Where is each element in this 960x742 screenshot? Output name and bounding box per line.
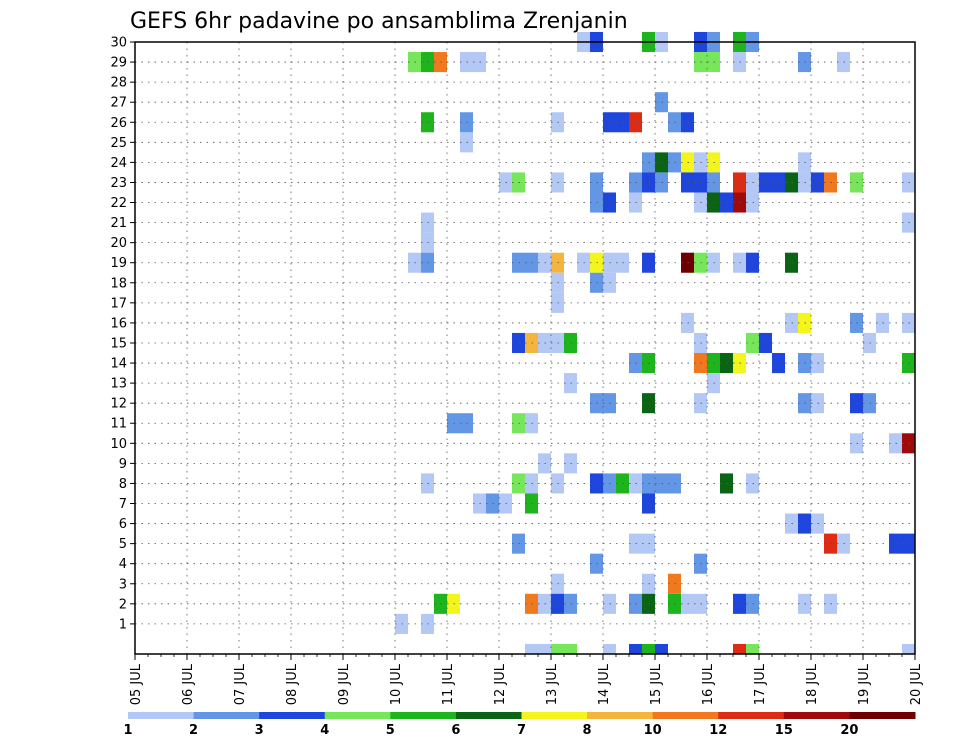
- heatmap-cell: [733, 643, 746, 654]
- y-tick-label: 21: [110, 216, 127, 231]
- colorbar-swatch: [783, 712, 850, 719]
- x-tick-label: 09 JUL: [337, 663, 352, 705]
- y-tick-label: 11: [110, 417, 127, 432]
- y-tick-label: 6: [119, 517, 127, 532]
- y-tick-label: 4: [119, 557, 127, 572]
- y-tick-label: 30: [110, 36, 127, 51]
- y-tick-label: 5: [119, 537, 127, 552]
- colorbar-label: 3: [255, 723, 264, 738]
- x-tick-label: 16 JUL: [701, 663, 716, 705]
- colorbar-label: 12: [709, 723, 727, 738]
- heatmap-cell: [525, 643, 538, 654]
- y-tick-label: 3: [119, 577, 127, 592]
- colorbar-swatch: [652, 712, 719, 719]
- y-tick-label: 10: [110, 437, 127, 452]
- y-tick-label: 24: [110, 156, 127, 171]
- x-tick-label: 15 JUL: [649, 663, 664, 705]
- colorbar-label: 10: [644, 723, 662, 738]
- y-tick-label: 7: [119, 497, 127, 512]
- y-tick-label: 16: [110, 316, 127, 331]
- heatmap-cell: [655, 643, 668, 654]
- x-tick-label: 12 JUL: [493, 663, 508, 705]
- heatmap-cell: [642, 643, 655, 654]
- colorbar-swatch: [521, 712, 588, 719]
- heatmap-cell: [538, 643, 551, 654]
- colorbar-label: 15: [775, 723, 793, 738]
- colorbar-label: 5: [386, 723, 395, 738]
- colorbar-label: 6: [451, 723, 460, 738]
- y-tick-label: 29: [110, 56, 127, 71]
- y-tick-label: 19: [110, 256, 127, 271]
- x-tick-label: 07 JUL: [233, 663, 248, 705]
- colorbar-swatch: [587, 712, 654, 719]
- y-tick-label: 8: [119, 477, 127, 492]
- y-tick-label: 17: [110, 296, 127, 311]
- grid-lines: [134, 41, 916, 654]
- colorbar-label: 8: [583, 723, 592, 738]
- y-tick-label: 26: [110, 116, 127, 131]
- colorbar-swatch: [259, 712, 326, 719]
- colorbar-swatch: [193, 712, 260, 719]
- y-tick-label: 13: [110, 377, 127, 392]
- colorbar: 1 2 3 4 5 6 7 8 10 12 15 20: [123, 712, 916, 738]
- y-tick-label: 1: [119, 617, 127, 632]
- colorbar-label: 1: [123, 723, 132, 738]
- x-axis: 05 JUL 06 JUL 07 JUL 08 JUL 09 JUL 10 JUL 11 J…: [129, 654, 924, 705]
- colorbar-label: 2: [189, 723, 198, 738]
- y-tick-label: 14: [110, 357, 127, 372]
- x-tick-label: 20 JUL: [909, 663, 924, 705]
- x-tick-label: 19 JUL: [857, 663, 872, 705]
- y-axis: 1234567891011121314151617181920212223242…: [110, 36, 135, 632]
- x-tick-label: 11 JUL: [441, 663, 456, 705]
- colorbar-swatch: [128, 712, 195, 719]
- y-tick-label: 12: [110, 397, 127, 412]
- y-tick-label: 27: [110, 96, 127, 111]
- x-tick-label: 13 JUL: [545, 663, 560, 705]
- x-tick-label: 18 JUL: [805, 663, 820, 705]
- x-tick-label: 08 JUL: [285, 663, 300, 705]
- heatmap-cell: [603, 643, 616, 654]
- y-tick-label: 25: [110, 136, 127, 151]
- colorbar-swatch: [324, 712, 391, 719]
- y-tick-label: 9: [119, 457, 127, 472]
- heatmap-cell: [564, 643, 577, 654]
- y-tick-label: 23: [110, 176, 127, 191]
- colorbar-label: 4: [320, 723, 329, 738]
- colorbar-label: 7: [517, 723, 526, 738]
- y-tick-label: 2: [119, 597, 127, 612]
- x-tick-label: 06 JUL: [181, 663, 196, 705]
- x-tick-label: 14 JUL: [597, 663, 612, 705]
- y-tick-label: 22: [110, 196, 127, 211]
- colorbar-swatch: [455, 712, 522, 719]
- y-tick-label: 18: [110, 276, 127, 291]
- colorbar-swatch: [390, 712, 457, 719]
- heatmap-cell: [902, 643, 915, 654]
- x-tick-label: 10 JUL: [389, 663, 404, 705]
- y-tick-label: 28: [110, 76, 127, 91]
- colorbar-swatch: [849, 712, 916, 719]
- y-tick-label: 15: [110, 336, 127, 351]
- heatmap-cell: [551, 643, 564, 654]
- chart-title: GEFS 6hr padavine po ansamblima Zrenjani…: [130, 9, 628, 34]
- x-tick-label: 17 JUL: [753, 663, 768, 705]
- heatmap-cell: [629, 643, 642, 654]
- heatmap-cell: [746, 643, 759, 654]
- x-tick-label: 05 JUL: [129, 663, 144, 705]
- colorbar-swatch: [718, 712, 785, 719]
- colorbar-label: 20: [840, 723, 858, 738]
- y-tick-label: 20: [110, 236, 127, 251]
